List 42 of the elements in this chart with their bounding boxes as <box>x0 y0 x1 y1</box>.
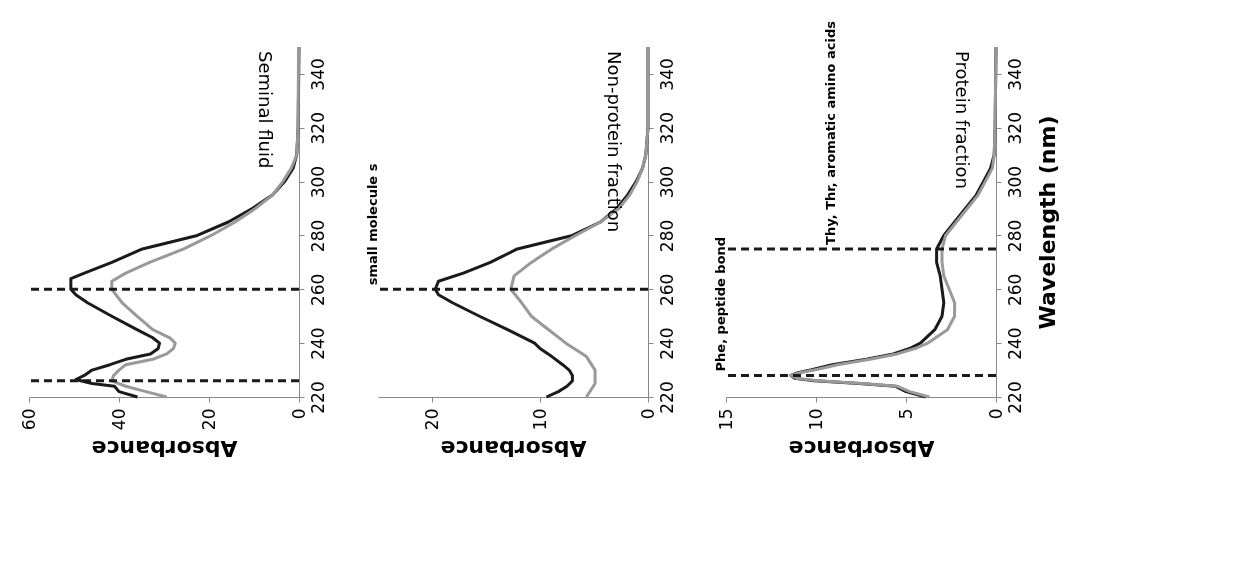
y-tick-label: 220 <box>1004 381 1025 414</box>
y-tick-label: 260 <box>1004 273 1025 307</box>
y-tick-label: 300 <box>656 165 677 199</box>
text: Seminal fluid <box>255 51 276 169</box>
x-tick-label: 10 <box>805 408 826 431</box>
y-tick-label: 280 <box>307 219 328 253</box>
x-tick-label: 60 <box>18 408 39 431</box>
text: Non-protein fraction <box>604 51 625 233</box>
x-tick-label: 5 <box>895 408 916 420</box>
y-tick-label: 220 <box>307 381 328 414</box>
y-tick-label: 340 <box>1004 58 1025 91</box>
y-tick-label: 300 <box>307 165 328 199</box>
ref-line-label: Thy, Thr, aromatic amino acids <box>823 20 838 245</box>
y-tick-label: 240 <box>656 327 677 360</box>
x-axis-title: Absorbance <box>440 436 587 462</box>
y-tick-label: 300 <box>1004 165 1025 199</box>
y-tick-label: 340 <box>307 58 328 91</box>
x-tick-label: 0 <box>985 408 1006 420</box>
y-tick-label: 240 <box>307 327 328 360</box>
y-tick-label: 280 <box>1004 219 1025 253</box>
y-tick-label: 320 <box>656 112 677 145</box>
y-axis-title: Wavelength (nm) <box>1034 115 1060 330</box>
y-tick-label: 320 <box>1004 112 1025 145</box>
y-tick-label: 220 <box>656 381 677 414</box>
y-tick-label: 280 <box>656 219 677 253</box>
y-tick-label: 320 <box>307 112 328 145</box>
x-tick-label: 0 <box>288 408 309 420</box>
y-tick-label: 260 <box>307 273 328 307</box>
x-tick-label: 40 <box>108 408 129 431</box>
x-axis-title: Absorbance <box>91 436 238 462</box>
x-tick-label: 20 <box>421 408 442 431</box>
y-tick-label: 340 <box>656 58 677 91</box>
x-axis-title: Absorbance <box>788 436 935 462</box>
ref-line-label: small molecule s <box>365 163 380 286</box>
x-tick-label: 0 <box>637 408 658 420</box>
x-tick-label: 20 <box>198 408 219 431</box>
y-tick-label: 240 <box>1004 327 1025 360</box>
ref-line-label: Phe, peptide bond <box>713 236 728 372</box>
text: Protein fraction <box>952 51 973 189</box>
x-tick-label: 15 <box>715 408 736 431</box>
y-tick-label: 260 <box>656 273 677 307</box>
x-tick-label: 10 <box>529 408 550 431</box>
